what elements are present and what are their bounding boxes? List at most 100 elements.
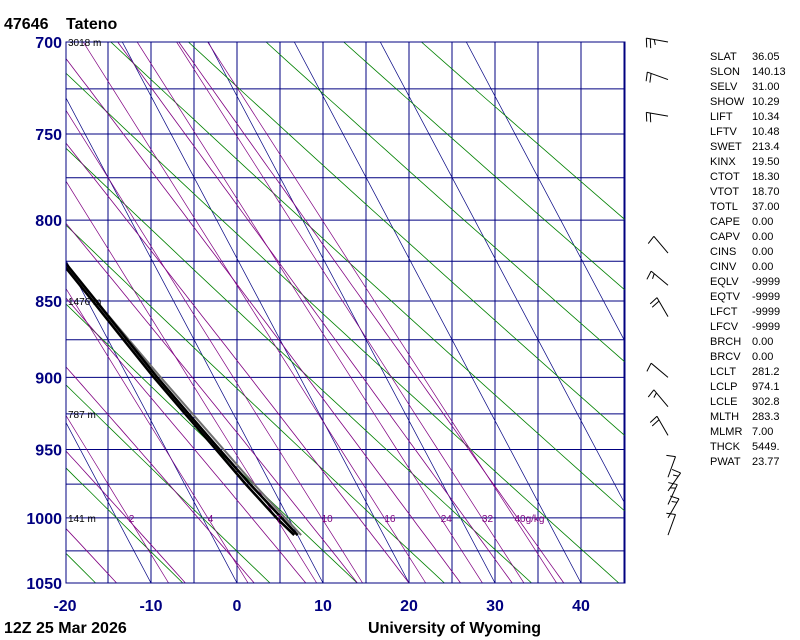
pressure-tick-label: 800 [35,213,62,230]
height-label: 1476 m [68,297,101,308]
index-row: MLMR 7.00 [710,425,798,440]
index-value: 302.8 [752,396,780,408]
index-value: 31.00 [752,81,780,93]
dry-adiabat [66,224,445,583]
temperature-tick-label: 30 [486,598,504,615]
pressure-tick-label: 900 [35,370,62,387]
index-row: BRCV 0.00 [710,350,798,365]
temperature-axis-labels: -20 -10 0 10 20 30 40 [53,598,590,615]
mixing-ratio-line [82,42,426,583]
wind-barb [649,415,669,436]
index-value: 0.00 [752,351,774,363]
dewpoint-line [66,265,296,537]
mixing-ratio-label: 32 [482,514,494,525]
index-row: LCLP 974.1 [710,380,798,395]
wind-barb [666,454,676,478]
index-row: VTOT 18.70 [710,185,798,200]
index-value: 36.05 [752,51,780,63]
wind-barb [647,235,669,254]
index-row: TOTL 37.00 [710,200,798,215]
index-row: CTOT 18.30 [710,170,798,185]
thermo-overlays [66,42,625,583]
index-value: 19.50 [752,156,780,168]
index-row: LCLT 281.2 [710,365,798,380]
index-row: SLAT 36.05 [710,50,798,65]
index-row: LCLE 302.8 [710,395,798,410]
wind-barb [647,389,669,407]
index-value: -9999 [752,291,781,303]
index-key: EQLV [710,276,739,288]
index-value: 18.70 [752,186,780,198]
index-value: 23.77 [752,456,780,468]
index-row: CINV 0.00 [710,260,798,275]
moist-adiabat [66,297,307,583]
index-value: 5449. [752,441,780,453]
index-value: 974.1 [752,381,780,393]
grid-lines [66,42,625,583]
isotherm-line [66,421,152,583]
index-key: KINX [710,156,736,168]
isotherm-line [66,259,238,583]
index-key: LCLE [710,396,738,408]
wind-barb [645,111,669,123]
index-key: PWAT [710,456,741,468]
dry-adiabat [421,42,625,221]
isotherm-line [121,42,410,583]
index-key: MLTH [710,411,740,423]
moist-adiabat [66,142,410,583]
temperature-line [66,261,299,536]
pressure-tick-label: 850 [35,294,62,311]
isotherm-line [66,97,324,583]
temperature-tick-label: 40 [572,598,590,615]
index-value: -9999 [752,306,781,318]
index-value: 10.48 [752,126,780,138]
index-row: SELV 31.00 [710,80,798,95]
index-key: LIFT [710,111,733,123]
index-value: 10.34 [752,111,780,123]
moist-adiabat [66,222,358,583]
mixing-ratio-line [176,42,525,583]
index-row: MLTH 283.3 [710,410,798,425]
dry-adiabat [110,42,625,512]
stability-indices-table: SLAT 36.05 SLON 140.13 SELV 31.00 SHOW 10.29 LIF… [710,50,798,470]
index-row: SLON 140.13 [710,65,798,80]
moist-adiabat [66,450,186,583]
index-key: LFTV [710,126,737,138]
dry-adiabat [188,42,625,437]
moist-adiabat [66,58,461,583]
mixing-ratio-line [207,42,557,583]
index-key: BRCH [710,336,742,348]
index-value: 0.00 [752,336,774,348]
index-row: CAPV 0.00 [710,230,798,245]
index-row: LFCT -9999 [710,305,798,320]
index-value: 283.3 [752,411,780,423]
index-value: 140.13 [752,66,786,78]
index-key: CINS [710,246,737,258]
index-row: SWET 213.4 [710,140,798,155]
station-name: Tateno [66,16,117,33]
index-key: VTOT [710,186,740,198]
dry-adiabat [265,42,625,363]
index-row: LIFT 10.34 [710,110,798,125]
pressure-axis-labels: 700 750 800 850 900 950 1000 1050 [26,35,62,593]
wind-barb [645,71,669,83]
index-key: SLAT [710,51,737,63]
height-label: 3018 m [68,38,101,49]
mixing-ratio-label: 24 [441,514,453,525]
index-key: BRCV [710,351,741,363]
index-value: 0.00 [752,246,774,258]
index-value: 37.00 [752,201,780,213]
station-id: 47646 [4,16,49,33]
moist-adiabat [117,42,513,583]
index-key: MLMR [710,426,743,438]
temperature-tick-label: -10 [139,598,162,615]
index-row: SHOW 10.29 [710,95,798,110]
mixing-ratio-line [66,109,363,583]
index-value: 0.00 [752,216,774,228]
mixing-ratio-label: 16 [384,514,396,525]
dry-adiabat [66,147,532,583]
index-value: 281.2 [752,366,780,378]
index-value: 18.30 [752,171,780,183]
wind-barb [646,270,669,286]
